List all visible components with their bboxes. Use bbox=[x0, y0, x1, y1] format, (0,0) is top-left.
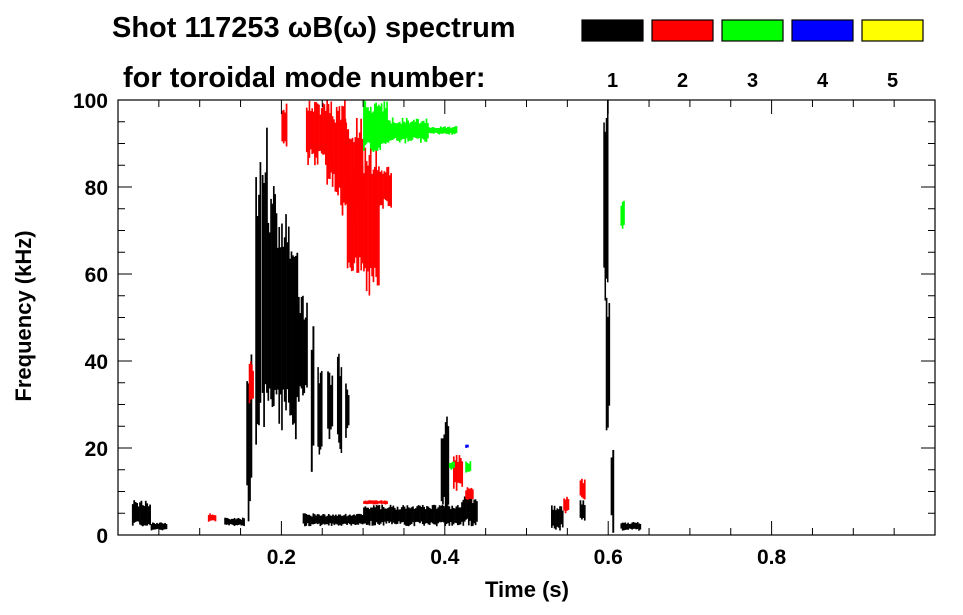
mode-1-region-8 bbox=[292, 252, 300, 440]
legend-swatch-4 bbox=[791, 19, 854, 42]
mode-1-region-7 bbox=[275, 213, 293, 431]
mode-2-region-13 bbox=[579, 478, 586, 500]
x-tick-label-0.8: 0.8 bbox=[757, 546, 787, 569]
y-axis-label: Frequency (kHz) bbox=[11, 230, 36, 401]
legend-swatch-1 bbox=[581, 19, 644, 42]
mode-1-region-4 bbox=[255, 162, 262, 445]
mode-3-region-4 bbox=[465, 461, 472, 473]
mode-4-region-0 bbox=[465, 444, 469, 448]
x-tick-label-0.4: 0.4 bbox=[430, 546, 460, 569]
spectrum-data bbox=[131, 100, 642, 533]
x-tick-label-0.6: 0.6 bbox=[594, 546, 623, 569]
legend-label-1: 1 bbox=[607, 70, 618, 92]
mode-3-region-0 bbox=[363, 100, 388, 153]
legend-label-3: 3 bbox=[747, 70, 758, 92]
x-tick-label-0.2: 0.2 bbox=[267, 546, 296, 569]
mode-2-region-7 bbox=[363, 145, 380, 296]
legend-label-5: 5 bbox=[887, 70, 898, 92]
mode-3-region-3 bbox=[448, 461, 455, 470]
mode-1-region-25 bbox=[620, 521, 642, 531]
tick-labels: 0 20 40 60 80 100 0.2 0.4 0.6 0.8 bbox=[73, 90, 787, 569]
mode-1-region-17 bbox=[412, 504, 462, 527]
mode-legend: 1 2 3 4 5 bbox=[581, 19, 924, 92]
y-tick-label-0: 0 bbox=[96, 525, 108, 548]
plot-frame bbox=[117, 99, 936, 536]
y-tick-label-100: 100 bbox=[73, 90, 108, 113]
y-tick-label-40: 40 bbox=[85, 351, 108, 374]
mode-1-region-9 bbox=[299, 295, 308, 396]
mode-1-region-6 bbox=[267, 186, 276, 408]
mode-1-region-16 bbox=[363, 504, 413, 527]
mode-1-region-23 bbox=[605, 297, 611, 431]
legend-label-2: 2 bbox=[677, 70, 688, 92]
mode-1-region-24 bbox=[610, 450, 615, 533]
legend-swatch-5 bbox=[861, 19, 924, 42]
mode-2-region-9 bbox=[363, 500, 388, 505]
mode-2-region-0 bbox=[207, 513, 217, 522]
mode-1-region-20 bbox=[551, 505, 564, 531]
mode-2-region-10 bbox=[452, 455, 464, 491]
mode-3-region-1 bbox=[387, 117, 429, 144]
mode-1-region-18 bbox=[440, 416, 450, 517]
mode-1-region-19 bbox=[461, 496, 478, 527]
chart-subtitle: for toroidal mode number: bbox=[123, 62, 486, 94]
legend-swatch-3 bbox=[721, 19, 784, 42]
mode-1-region-13 bbox=[336, 353, 343, 453]
legend-label-4: 4 bbox=[817, 70, 829, 92]
mode-1-region-11 bbox=[317, 367, 323, 455]
mode-1-region-22 bbox=[603, 100, 609, 301]
mode-1-region-21 bbox=[579, 500, 586, 521]
y-tick-label-60: 60 bbox=[85, 264, 108, 287]
mode-1-region-10 bbox=[310, 326, 315, 472]
mode-1-region-15 bbox=[302, 513, 364, 527]
mode-2-region-12 bbox=[563, 496, 570, 514]
mode-2-region-11 bbox=[465, 487, 474, 500]
mode-2-region-6 bbox=[346, 165, 364, 273]
mode-3-region-5 bbox=[620, 200, 625, 229]
legend-swatch-2 bbox=[651, 19, 714, 42]
mode-1-region-12 bbox=[327, 371, 334, 440]
mode-2-region-2 bbox=[281, 103, 288, 147]
mode-1-region-1 bbox=[150, 522, 168, 531]
x-axis-label: Time (s) bbox=[485, 577, 569, 602]
mode-3-region-2 bbox=[428, 126, 458, 135]
mode-1-region-5 bbox=[261, 127, 268, 427]
axis-ticks bbox=[118, 99, 935, 536]
mode-2-region-1 bbox=[248, 361, 254, 404]
y-tick-label-80: 80 bbox=[85, 177, 108, 200]
chart-title: Shot 117253 ωB(ω) spectrum bbox=[112, 12, 516, 44]
mode-1-region-0 bbox=[131, 500, 151, 527]
mode-1-region-14 bbox=[345, 383, 350, 438]
mode-1-region-3 bbox=[246, 354, 253, 522]
mode-2-region-8 bbox=[379, 166, 392, 209]
y-tick-label-20: 20 bbox=[85, 438, 108, 461]
mode-1-region-2 bbox=[224, 517, 245, 527]
